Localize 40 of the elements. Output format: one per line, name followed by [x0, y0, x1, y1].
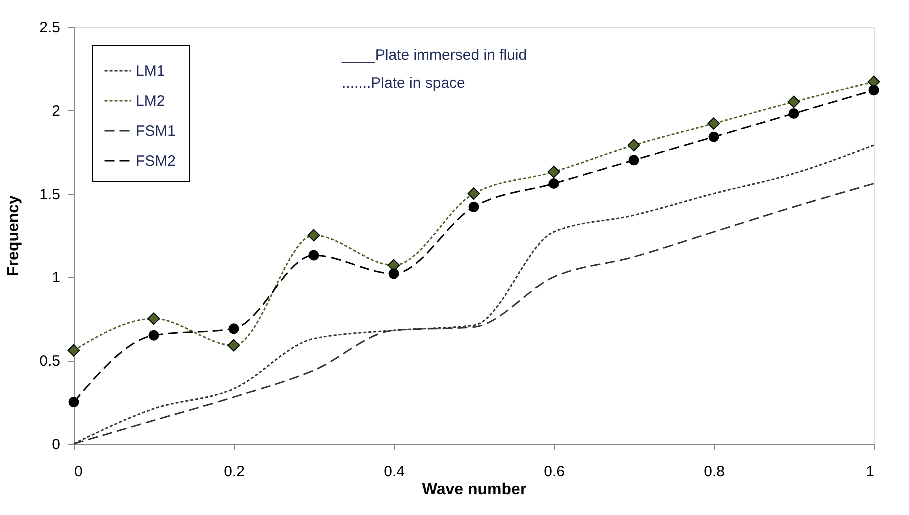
legend-label: FSM2: [136, 153, 176, 170]
y-tick-label: 0: [52, 436, 60, 454]
point: [708, 132, 720, 142]
legend-label: FSM1: [136, 123, 176, 140]
point: [148, 330, 160, 341]
x-tick-label: 0.8: [704, 464, 725, 480]
x-tick-label: 0.2: [224, 464, 245, 480]
x-tick-label: 0: [74, 464, 83, 480]
annotation: .......Plate in space: [342, 75, 466, 92]
point: [308, 250, 320, 261]
x-tick-label: 1: [866, 464, 874, 480]
x-tick-label: 0.6: [544, 464, 565, 480]
y-tick-label: 1.5: [40, 186, 60, 204]
point: [708, 118, 720, 130]
y-tick-label: 1: [52, 270, 60, 287]
y-tick-label: 2: [52, 102, 60, 120]
point: [468, 202, 480, 212]
y-tick-label: 0.5: [40, 353, 60, 370]
point: [68, 344, 80, 357]
point: [788, 108, 800, 119]
point: [468, 188, 480, 200]
y-tick-label: 2.5: [40, 20, 60, 36]
point: [548, 166, 560, 178]
point: [68, 397, 80, 408]
point: [388, 268, 400, 280]
x-axis-title: Wave number: [422, 482, 527, 498]
point: [228, 339, 240, 352]
point: [228, 324, 240, 334]
point: [148, 312, 160, 326]
point: [308, 229, 320, 242]
annotation: ____Plate immersed in fluid: [341, 47, 528, 64]
y-axis-title: Frequency: [6, 195, 23, 276]
point: [788, 96, 800, 108]
legend-label: LM2: [136, 93, 166, 110]
point: [628, 139, 640, 152]
point: [548, 178, 560, 190]
x-tick-label: 0.4: [384, 464, 405, 480]
legend-label: LM1: [136, 63, 166, 80]
point: [628, 155, 640, 166]
point: [868, 85, 880, 96]
